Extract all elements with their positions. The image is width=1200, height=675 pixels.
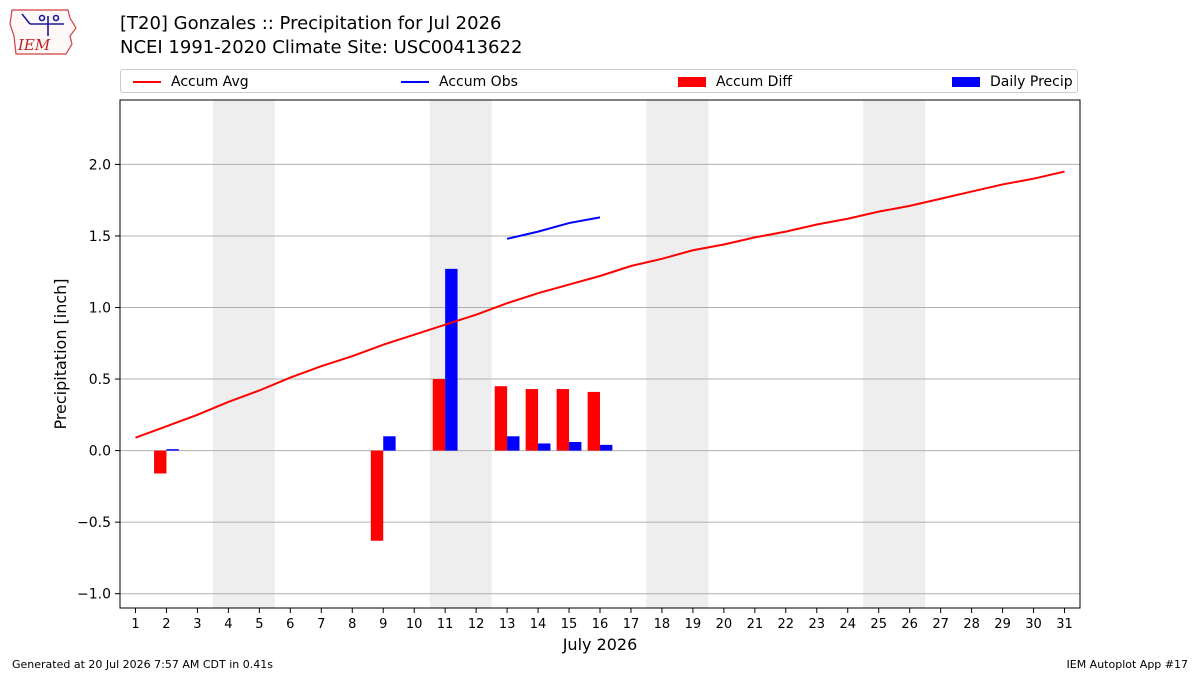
- weekend-band: [863, 100, 926, 608]
- chart-title: [T20] Gonzales :: Precipitation for Jul …: [120, 12, 522, 60]
- y-tick-label: 2.0: [89, 157, 111, 173]
- legend-swatch-accum-obs: [401, 81, 429, 83]
- x-tick-label: 7: [317, 617, 325, 632]
- x-tick-label: 20: [716, 617, 733, 632]
- x-axis-label: July 2026: [562, 635, 638, 654]
- daily-precip-bar: [507, 436, 520, 451]
- x-tick-label: 28: [963, 617, 980, 632]
- accum-diff-bar: [494, 386, 508, 451]
- weekend-band: [429, 100, 492, 608]
- x-tick-label: 23: [809, 617, 826, 632]
- y-tick-label: 1.5: [89, 229, 111, 245]
- accum-diff-bar: [556, 389, 570, 451]
- y-tick-label: −1.0: [77, 587, 111, 603]
- iowa-outline-icon: [9, 9, 77, 55]
- accum-avg-line: [135, 170, 1065, 439]
- iem-logo: IEM: [9, 9, 77, 55]
- title-line-2: NCEI 1991-2020 Climate Site: USC00413622: [120, 37, 523, 58]
- x-tick-label: 12: [468, 617, 485, 632]
- legend-item-accum-obs: Accum Obs: [401, 73, 518, 91]
- accum-diff-bar: [587, 391, 600, 451]
- legend-label-accum-avg: Accum Avg: [171, 74, 249, 90]
- y-tick-label: 1.0: [89, 300, 111, 316]
- lines: [135, 170, 1065, 439]
- x-tick-label: 14: [530, 617, 547, 632]
- x-tick-label: 8: [348, 617, 356, 632]
- y-axis-label: Precipitation [inch]: [51, 278, 70, 429]
- x-tick-label: 6: [286, 617, 294, 632]
- legend: Accum Avg Accum Obs Accum Diff Daily Pre…: [120, 69, 1078, 93]
- legend-swatch-daily-precip: [952, 77, 980, 87]
- legend-item-daily-precip: Daily Precip: [952, 73, 1073, 91]
- weekend-band: [212, 100, 275, 608]
- x-tick-label: 4: [224, 617, 232, 632]
- x-tick-label: 18: [654, 617, 671, 632]
- x-tick-label: 22: [778, 617, 795, 632]
- daily-precip-bar: [445, 268, 458, 451]
- x-tick-label: 21: [747, 617, 764, 632]
- daily-precip-bar: [538, 443, 551, 451]
- y-axis: −1.0 −0.5 0.0 0.5 1.0 1.5 2.0: [77, 157, 120, 603]
- bars: [154, 268, 613, 541]
- x-tick-label: 15: [561, 617, 578, 632]
- x-tick-label: 26: [901, 617, 918, 632]
- daily-precip-bar: [600, 444, 613, 451]
- accum-diff-bar: [432, 379, 446, 451]
- legend-swatch-accum-diff: [678, 77, 706, 87]
- x-tick-label: 13: [499, 617, 516, 632]
- weekend-shading: [212, 100, 926, 608]
- y-tick-label: −0.5: [77, 515, 111, 531]
- weekend-band: [646, 100, 709, 608]
- x-tick-label: 9: [379, 617, 387, 632]
- title-line-1: [T20] Gonzales :: Precipitation for Jul …: [120, 13, 502, 34]
- iem-logo-text: IEM: [17, 36, 51, 54]
- x-tick-label: 11: [437, 617, 454, 632]
- legend-swatch-accum-avg: [133, 81, 161, 83]
- x-tick-label: 19: [685, 617, 702, 632]
- x-tick-label: 31: [1056, 617, 1073, 632]
- accum-diff-bar: [154, 450, 167, 474]
- x-tick-label: 29: [994, 617, 1011, 632]
- app-credit: IEM Autoplot App #17: [1066, 658, 1189, 671]
- x-tick-label: 1: [131, 617, 139, 632]
- legend-label-accum-diff: Accum Diff: [716, 74, 793, 90]
- legend-label-daily-precip: Daily Precip: [990, 74, 1073, 90]
- x-tick-label: 10: [406, 617, 423, 632]
- accum-diff-bar: [525, 389, 539, 451]
- x-tick-label: 2: [162, 617, 170, 632]
- y-tick-label: 0.0: [89, 444, 111, 460]
- x-tick-label: 25: [870, 617, 887, 632]
- x-tick-label: 3: [193, 617, 201, 632]
- x-tick-label: 5: [255, 617, 263, 632]
- y-tick-label: 0.5: [89, 372, 111, 388]
- accum-diff-bar: [370, 450, 384, 541]
- daily-precip-bar: [383, 436, 396, 451]
- x-tick-label: 27: [932, 617, 949, 632]
- legend-item-accum-diff: Accum Diff: [678, 73, 792, 91]
- daily-precip-bar: [569, 442, 582, 451]
- accum-obs-line: [506, 216, 601, 240]
- x-tick-label: 30: [1025, 617, 1042, 632]
- x-tick-label: 16: [592, 617, 609, 632]
- weather-station-icon: [21, 13, 64, 36]
- legend-label-accum-obs: Accum Obs: [439, 74, 518, 90]
- x-tick-label: 17: [623, 617, 640, 632]
- x-axis: 1 2 3 4 5 6 7 8 9 10 11 12 13 14 15 16 17 18 19 20 21 22 23 24 2…: [131, 608, 1073, 632]
- x-tick-label: 24: [839, 617, 856, 632]
- legend-item-accum-avg: Accum Avg: [133, 73, 249, 91]
- generated-timestamp: Generated at 20 Jul 2026 7:57 AM CDT in …: [12, 658, 273, 671]
- daily-precip-bar: [166, 449, 179, 451]
